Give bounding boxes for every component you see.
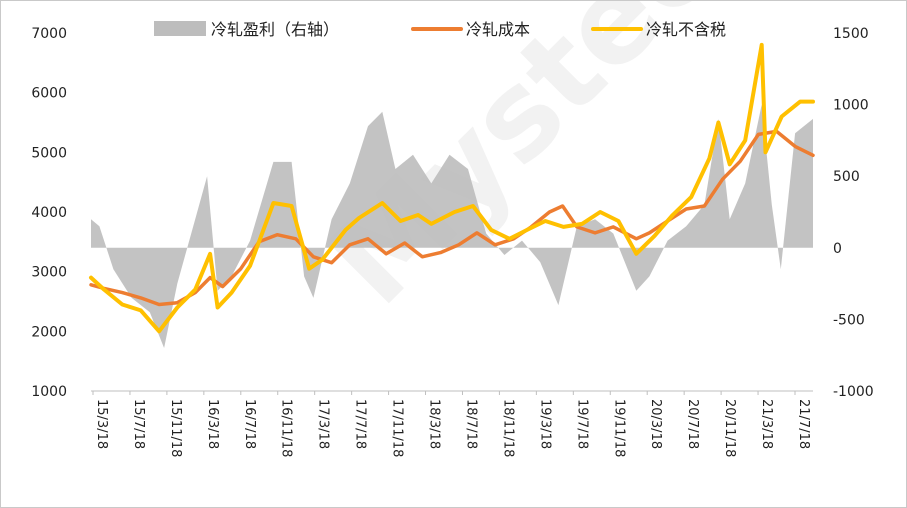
y-left-tick-label: 2000 (31, 324, 67, 340)
y-right-tick-label: 1000 (833, 98, 869, 114)
x-tick-label: 18/11/18 (500, 399, 515, 457)
x-tick-label: 16/11/18 (279, 399, 294, 457)
x-tick-label: 20/3/18 (648, 399, 663, 449)
series-profit-area (91, 104, 813, 348)
y-left-tick-label: 5000 (31, 145, 67, 161)
x-tick-label: 15/11/18 (168, 399, 183, 457)
y-right-tick-label: -500 (833, 312, 865, 328)
y-left-tick-label: 6000 (31, 86, 67, 102)
x-tick-label: 18/7/18 (463, 399, 478, 449)
x-tick-label: 19/11/18 (611, 399, 626, 457)
x-tick-label: 16/7/18 (242, 399, 257, 449)
x-tick-label: 20/11/18 (722, 399, 737, 457)
x-tick-label: 19/3/18 (537, 399, 552, 449)
y-left-tick-label: 7000 (31, 26, 67, 42)
y-left-tick-label: 1000 (31, 384, 67, 400)
y-left-tick-label: 3000 (31, 265, 67, 281)
x-tick-label: 17/3/18 (316, 399, 331, 449)
x-tick-label: 20/7/18 (685, 399, 700, 449)
x-tick-label: 18/3/18 (427, 399, 442, 449)
x-tick-label: 21/3/18 (759, 399, 774, 449)
y-right-tick-label: 0 (833, 241, 842, 257)
x-tick-label: 19/7/18 (574, 399, 589, 449)
y-right-tick-label: 1500 (833, 26, 869, 42)
series-price-line (89, 42, 815, 334)
x-tick-label: 17/11/18 (390, 399, 405, 457)
legend-swatch-profit (154, 21, 206, 36)
legend-label: 冷轧盈利（右轴） (211, 20, 339, 39)
y-right-tick-label: -1000 (833, 384, 874, 400)
x-tick-label: 16/3/18 (205, 399, 220, 449)
x-tick-label: 15/7/18 (131, 399, 146, 449)
legend-label: 冷轧成本 (466, 20, 530, 39)
series-cost-line (89, 129, 815, 307)
y-left-tick-label: 4000 (31, 205, 67, 221)
x-tick-label: 17/7/18 (353, 399, 368, 449)
legend-label: 冷轧不含税 (646, 20, 726, 39)
y-right-tick-label: 500 (833, 169, 860, 185)
x-tick-label: 15/3/18 (94, 399, 109, 449)
x-tick-label: 21/7/18 (796, 399, 811, 449)
